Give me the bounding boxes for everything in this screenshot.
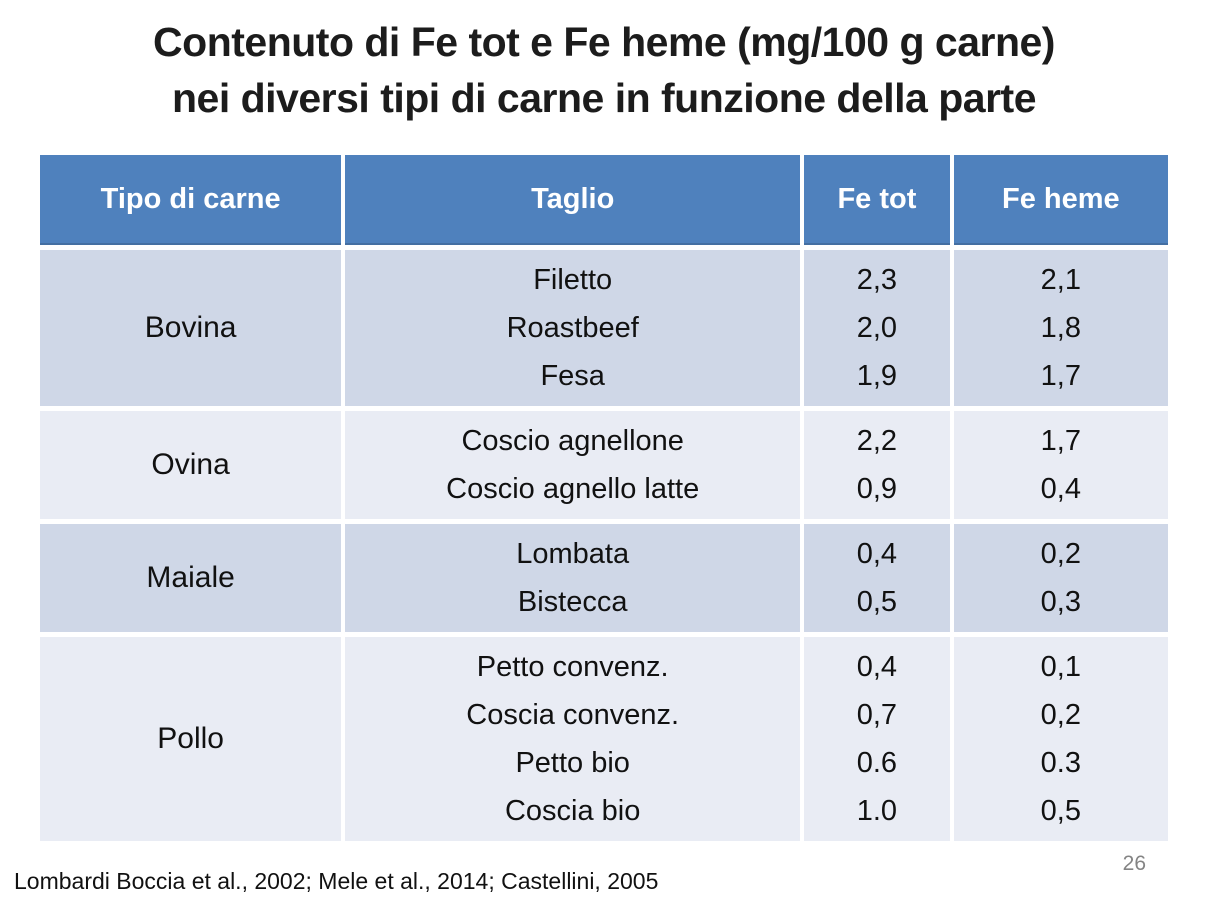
meat-iron-table-container: Tipo di carne Taglio Fe tot Fe heme Bovi… [36,150,1172,846]
cut-line: Petto bio [515,747,630,779]
fe-heme-value: 0,5 [1040,795,1081,827]
cut-line: Fesa [540,360,605,392]
cut-line: Roastbeef [506,312,639,344]
table-group-pollo: Pollo Petto convenz. Coscia convenz. Pet… [40,637,1168,841]
header-cell-fe-tot: Fe tot [804,155,950,245]
cut-cell: Filetto Roastbeef Fesa [345,250,801,406]
meat-type-cell: Ovina [40,411,342,519]
fe-tot-value: 0,7 [856,699,898,731]
meat-type-cell: Maiale [40,524,342,632]
fe-heme-value: 2,1 [1040,264,1081,296]
slide-title-line-2: nei diversi tipi di carne in funzione de… [171,75,1037,121]
cut-line: Bistecca [517,586,628,618]
fe-tot-cell: 0,4 0,5 [804,524,950,632]
cut-cell: Coscio agnellone Coscio agnello latte [345,411,801,519]
cut-line: Petto convenz. [476,651,669,683]
header-cell-fe-heme: Fe heme [953,155,1168,245]
fe-heme-value: 1,7 [1040,360,1081,392]
header-cell-taglio: Taglio [345,155,801,245]
slide-title: Contenuto di Fe tot e Fe heme (mg/100 g … [0,14,1208,126]
cut-line: Filetto [533,264,613,296]
fe-heme-value: 0,2 [1040,699,1081,731]
fe-tot-cell: 2,2 0,9 [804,411,950,519]
cut-line: Coscia bio [504,795,641,827]
fe-heme-cell: 2,1 1,8 1,7 [953,250,1168,406]
page-number: 26 [1122,852,1146,875]
table-body: Bovina Filetto Roastbeef Fesa 2,3 2,0 1,… [40,250,1168,841]
table-header: Tipo di carne Taglio Fe tot Fe heme [40,155,1168,245]
cut-cell: Lombata Bistecca [345,524,801,632]
fe-heme-value: 0.3 [1040,747,1081,779]
fe-tot-value: 2,0 [856,312,898,344]
fe-heme-value: 0,1 [1040,651,1081,683]
fe-heme-value: 0,2 [1040,538,1081,570]
fe-heme-value: 0,4 [1040,473,1081,505]
fe-heme-value: 1,7 [1040,425,1081,457]
fe-heme-value: 1,8 [1040,312,1081,344]
fe-heme-cell: 1,7 0,4 [953,411,1168,519]
table-header-row: Tipo di carne Taglio Fe tot Fe heme [40,155,1168,245]
citation-text: Lombardi Boccia et al., 2002; Mele et al… [14,868,659,894]
fe-tot-value: 0,4 [856,651,898,683]
fe-tot-cell: 2,3 2,0 1,9 [804,250,950,406]
cut-line: Coscio agnello latte [446,473,700,505]
cut-line: Coscio agnellone [461,425,684,457]
cut-line: Lombata [516,538,630,570]
meat-iron-table: Tipo di carne Taglio Fe tot Fe heme Bovi… [36,150,1172,846]
fe-tot-value: 2,3 [856,264,898,296]
fe-tot-value: 0,5 [856,586,898,618]
fe-tot-value: 0,9 [856,473,898,505]
fe-heme-cell: 0,2 0,3 [953,524,1168,632]
fe-heme-value: 0,3 [1040,586,1081,618]
fe-tot-value: 2,2 [856,425,898,457]
fe-tot-cell: 0,4 0,7 0.6 1.0 [804,637,950,841]
table-group-maiale: Maiale Lombata Bistecca 0,4 0,5 0,2 0,3 [40,524,1168,632]
fe-tot-value: 1,9 [856,360,898,392]
cut-cell: Petto convenz. Coscia convenz. Petto bio… [345,637,801,841]
meat-type-cell: Pollo [40,637,342,841]
fe-tot-value: 1.0 [856,795,898,827]
cut-line: Coscia convenz. [466,699,680,731]
fe-tot-value: 0,4 [856,538,898,570]
fe-tot-value: 0.6 [856,747,898,779]
table-group-ovina: Ovina Coscio agnellone Coscio agnello la… [40,411,1168,519]
table-group-bovina: Bovina Filetto Roastbeef Fesa 2,3 2,0 1,… [40,250,1168,406]
slide-title-line-1: Contenuto di Fe tot e Fe heme (mg/100 g … [153,19,1055,65]
header-cell-tipo-di-carne: Tipo di carne [40,155,342,245]
fe-heme-cell: 0,1 0,2 0.3 0,5 [953,637,1168,841]
meat-type-cell: Bovina [40,250,342,406]
